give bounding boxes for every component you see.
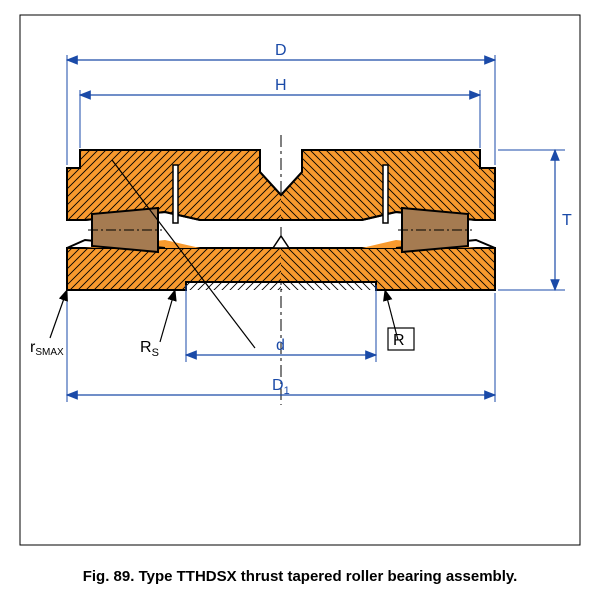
diagram-container: { "caption": "Fig. 89. Type TTHDSX thrus… <box>0 0 600 600</box>
label-d: d <box>276 337 285 354</box>
dim-T: T <box>498 150 572 290</box>
label-D: D <box>275 42 287 59</box>
roller-left <box>88 208 162 252</box>
label-rsmax: rSMAX <box>30 339 64 358</box>
leader-R: R <box>385 290 414 350</box>
figure-caption: Fig. 89. Type TTHDSX thrust tapered roll… <box>0 568 600 585</box>
roller-right <box>398 208 472 252</box>
label-Rs: RS <box>140 339 159 359</box>
diagram-svg: D H T d D1 RS R rSMAX <box>0 0 600 600</box>
center-nub <box>273 236 289 248</box>
leader-rsmax: rSMAX <box>30 290 67 358</box>
dim-H: H <box>80 77 480 148</box>
label-R: R <box>393 332 405 349</box>
label-H: H <box>275 77 287 94</box>
label-T: T <box>562 212 572 229</box>
